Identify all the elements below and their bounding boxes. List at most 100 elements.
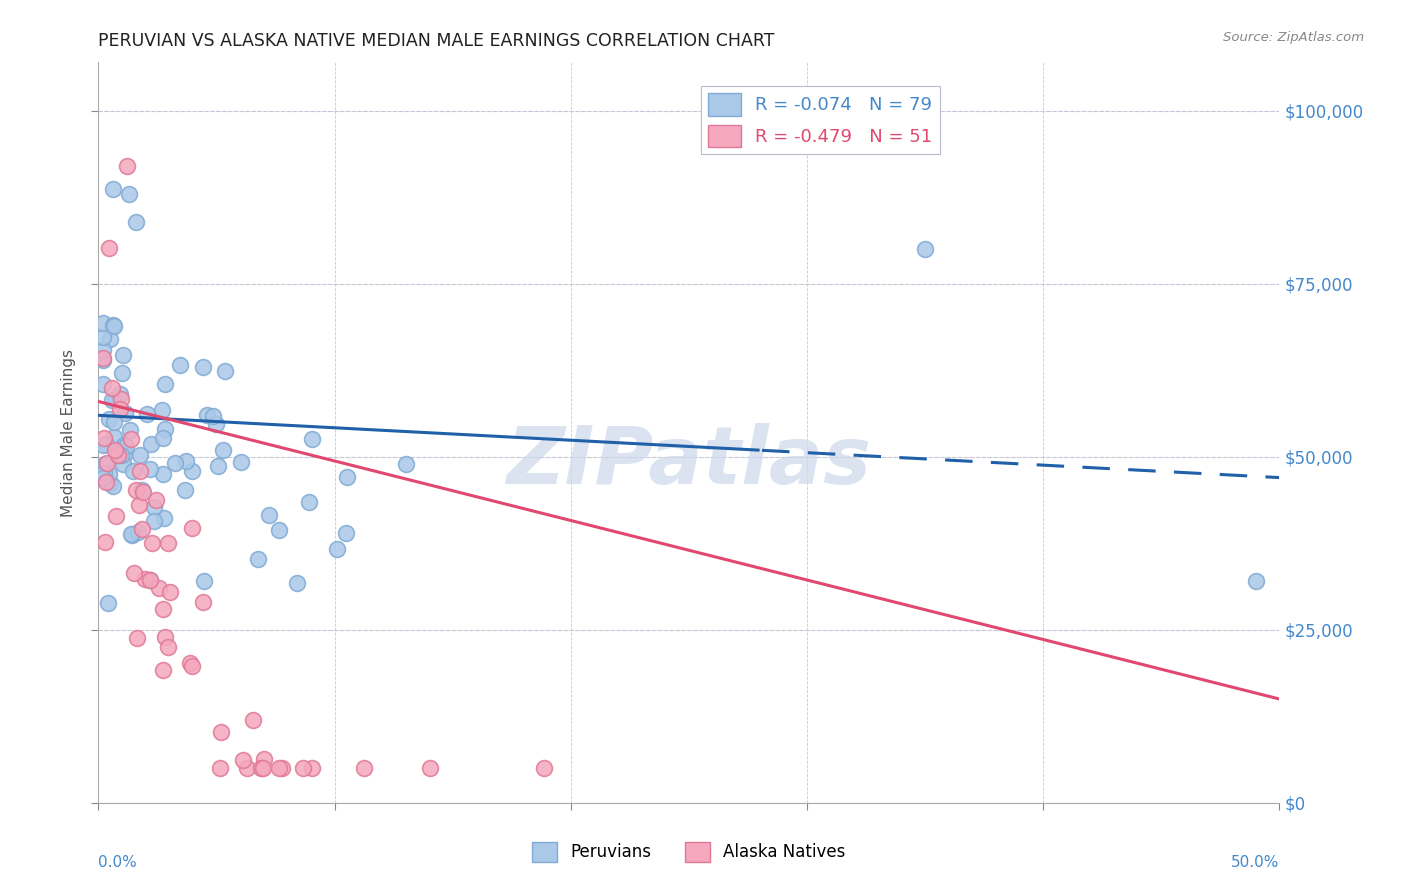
Point — [98, 412, 121, 426]
Point — [1244, 574, 1267, 589]
Point — [148, 581, 170, 595]
Point — [138, 462, 160, 476]
Point — [336, 469, 359, 483]
Text: 0.0%: 0.0% — [98, 855, 138, 870]
Point — [169, 359, 191, 373]
Point — [156, 536, 179, 550]
Point — [142, 514, 165, 528]
Point — [139, 573, 162, 587]
Point — [143, 500, 166, 514]
Point — [103, 415, 125, 429]
Point — [150, 403, 173, 417]
Point — [152, 663, 174, 677]
Point — [153, 630, 176, 644]
Point — [139, 437, 162, 451]
Point — [101, 479, 124, 493]
Point — [98, 240, 121, 254]
Point — [107, 448, 129, 462]
Point — [94, 535, 117, 549]
Point — [291, 761, 314, 775]
Point — [257, 508, 280, 522]
Point — [129, 465, 152, 479]
Point — [209, 724, 232, 739]
Point — [100, 476, 122, 491]
Point — [91, 330, 114, 344]
Point — [112, 438, 135, 452]
Point — [193, 360, 215, 375]
Point — [252, 761, 274, 775]
Point — [145, 493, 167, 508]
Point — [101, 181, 124, 195]
Point — [253, 752, 276, 766]
Point — [914, 242, 936, 256]
Point — [214, 364, 236, 378]
Point — [197, 408, 219, 422]
Point — [326, 541, 349, 556]
Point — [125, 483, 148, 497]
Point — [105, 508, 128, 523]
Text: PERUVIAN VS ALASKA NATIVE MEDIAN MALE EARNINGS CORRELATION CHART: PERUVIAN VS ALASKA NATIVE MEDIAN MALE EA… — [98, 32, 775, 50]
Y-axis label: Median Male Earnings: Median Male Earnings — [60, 349, 76, 516]
Point — [152, 602, 174, 616]
Point — [94, 437, 117, 451]
Point — [152, 467, 174, 481]
Text: ZIPatlas: ZIPatlas — [506, 423, 872, 501]
Point — [120, 527, 142, 541]
Point — [353, 761, 375, 775]
Point — [120, 433, 142, 447]
Point — [270, 761, 292, 775]
Point — [97, 596, 120, 610]
Point — [101, 381, 124, 395]
Point — [159, 585, 181, 599]
Point — [91, 471, 114, 485]
Point — [96, 475, 118, 490]
Point — [110, 448, 132, 462]
Point — [179, 656, 201, 670]
Point — [125, 214, 148, 228]
Point — [155, 377, 177, 392]
Point — [135, 407, 157, 421]
Point — [153, 421, 176, 435]
Point — [118, 186, 141, 201]
Text: 50.0%: 50.0% — [1232, 855, 1279, 870]
Point — [96, 456, 118, 470]
Point — [335, 525, 357, 540]
Point — [141, 535, 163, 549]
Point — [131, 483, 153, 498]
Point — [114, 406, 136, 420]
Point — [104, 443, 127, 458]
Point — [127, 631, 149, 645]
Point — [394, 457, 416, 471]
Point — [110, 392, 132, 407]
Point — [115, 439, 138, 453]
Point — [193, 595, 215, 609]
Point — [98, 467, 121, 481]
Point — [157, 640, 180, 654]
Point — [139, 573, 162, 587]
Point — [122, 465, 145, 479]
Point — [93, 467, 115, 481]
Point — [235, 761, 257, 775]
Point — [180, 521, 202, 535]
Point — [128, 498, 150, 512]
Point — [94, 457, 117, 471]
Point — [91, 316, 114, 330]
Point — [121, 528, 143, 542]
Point — [93, 431, 115, 445]
Point — [128, 525, 150, 540]
Point — [110, 401, 132, 416]
Point — [267, 761, 290, 775]
Point — [232, 753, 254, 767]
Point — [301, 432, 323, 446]
Point — [134, 572, 156, 586]
Point — [91, 438, 114, 452]
Point — [298, 495, 321, 509]
Point — [247, 551, 270, 566]
Point — [131, 484, 153, 499]
Point — [193, 574, 215, 588]
Point — [174, 454, 197, 468]
Point — [180, 464, 202, 478]
Point — [100, 332, 122, 346]
Point — [204, 417, 226, 431]
Point — [207, 459, 229, 474]
